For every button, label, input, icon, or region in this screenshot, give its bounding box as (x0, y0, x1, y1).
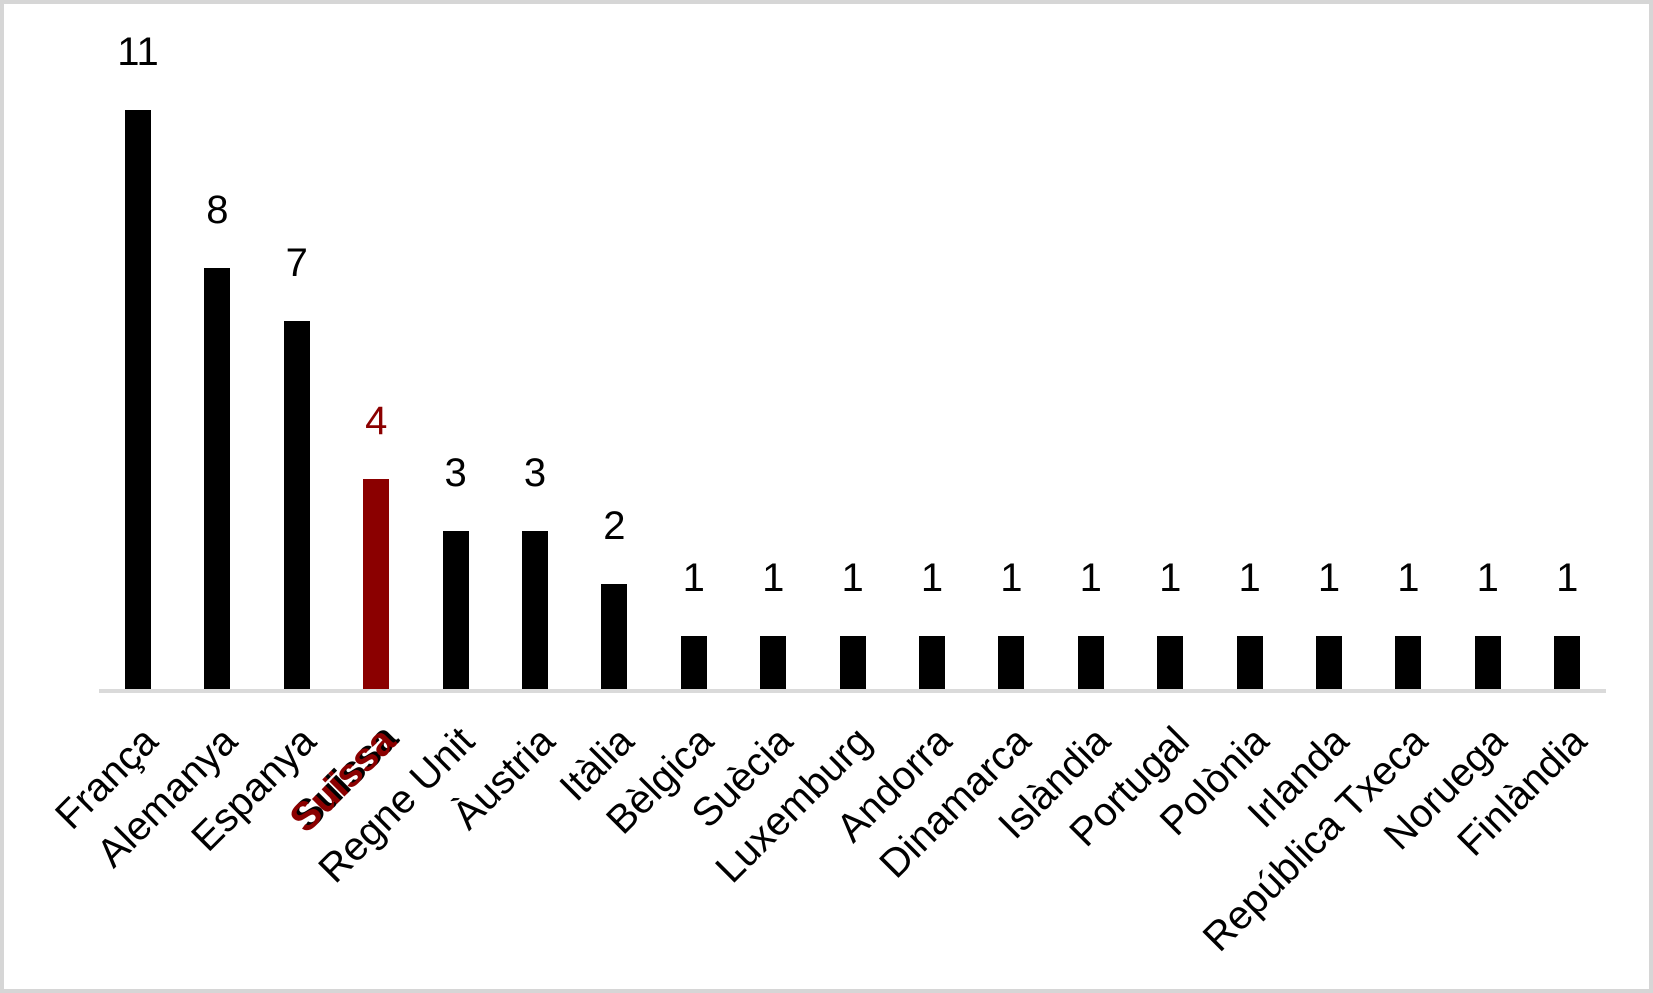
value-label-highlighted: 4 (365, 399, 388, 443)
bar (760, 636, 787, 689)
value-label: 1 (1317, 556, 1341, 600)
bar-highlighted (363, 479, 390, 689)
bar (919, 636, 945, 689)
bar (1236, 636, 1263, 689)
value-label: 1 (1238, 556, 1261, 600)
value-label: 11 (117, 30, 159, 74)
bar (1077, 636, 1104, 689)
bar (680, 636, 707, 689)
value-label: 2 (603, 504, 626, 548)
bar-chart: 11 França 8 Alemanya 7 Espanya 4 Suïssa 3 Regne U… (4, 4, 1649, 989)
bar (839, 636, 866, 689)
bar (998, 636, 1025, 689)
bar (601, 584, 628, 689)
bar (204, 268, 231, 689)
value-label: 1 (1397, 556, 1420, 600)
value-label: 3 (523, 451, 547, 495)
bar (1157, 636, 1184, 689)
bar (1395, 636, 1422, 689)
value-label: 1 (920, 556, 944, 600)
value-label: 1 (762, 556, 785, 600)
x-axis-line (99, 689, 1606, 693)
bar (1316, 636, 1342, 689)
value-label: 1 (1476, 556, 1499, 600)
bar (442, 531, 469, 689)
value-label: 1 (1079, 556, 1102, 600)
bar (522, 531, 548, 689)
value-label: 1 (682, 556, 705, 600)
value-label: 1 (1159, 556, 1182, 600)
bar (283, 321, 310, 689)
value-label: 3 (444, 451, 467, 495)
value-label: 7 (285, 241, 308, 285)
bar (125, 110, 151, 689)
bar (1554, 636, 1581, 689)
value-label: 1 (1556, 556, 1579, 600)
bar (1474, 636, 1501, 689)
value-label: 1 (1000, 556, 1023, 600)
value-label: 1 (841, 556, 864, 600)
value-label: 8 (206, 188, 229, 232)
